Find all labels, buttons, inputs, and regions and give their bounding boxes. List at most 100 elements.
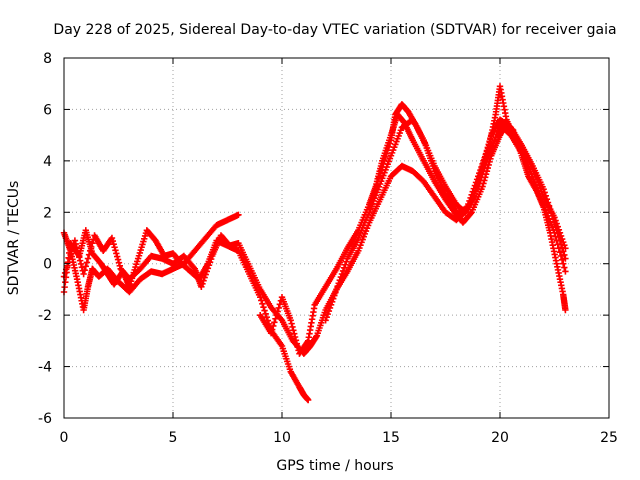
data-point [558,244,566,251]
data-point [261,307,268,314]
data-point [557,240,565,248]
data-point [116,262,124,269]
data-point [330,295,337,302]
data-point [340,264,348,272]
data-point [486,138,493,145]
data-point [481,174,489,181]
data-point [66,255,73,262]
chart-title: Day 228 of 2025, Sidereal Day-to-day VTE… [53,22,616,38]
data-point [268,326,276,333]
data-point [480,159,487,167]
data-point [271,319,278,326]
series-track-f [366,116,569,262]
data-point [109,237,117,245]
data-point [206,258,214,266]
data-point [74,247,81,254]
data-point [562,306,569,314]
data-point [291,330,298,337]
data-point [485,161,492,169]
y-axis-label: SDTVAR / TECUs [6,181,22,296]
data-point [235,211,242,219]
data-point [343,258,350,265]
data-point [541,189,548,196]
data-point [304,338,311,346]
data-point [481,177,488,184]
data-point [84,255,92,262]
data-point [294,343,301,351]
data-point [487,155,494,162]
data-point [115,259,123,266]
data-point [291,333,299,341]
data-point [81,266,88,274]
data-point [561,264,568,271]
data-point [113,250,120,257]
y-tick-label: -4 [38,360,52,376]
series-track-e [322,101,569,324]
data-point [80,270,87,278]
data-point [382,153,389,161]
data-point [77,260,85,268]
data-point [558,256,566,264]
data-point [339,267,347,275]
data-point [272,315,279,322]
data-point [304,396,312,404]
data-point [333,286,340,293]
data-point [551,219,558,226]
data-point [75,250,82,258]
data-point [552,222,559,230]
data-point [481,153,489,160]
data-point [479,162,486,170]
data-point [473,184,480,191]
data-point [76,254,83,261]
data-point [205,262,213,269]
data-point [277,315,285,323]
data-point [542,192,549,200]
data-point [386,140,394,147]
data-point [73,244,80,251]
data-point [327,301,335,309]
data-point [475,175,483,182]
y-tick-label: 4 [43,154,52,170]
data-point [482,150,490,157]
data-point [323,314,330,321]
data-point [383,150,390,157]
x-tick-label: 5 [169,430,178,446]
data-point [478,165,485,173]
series-track-c [60,121,569,357]
data-point [72,240,79,248]
data-point [110,240,117,248]
data-point [472,187,479,194]
y-tick-label: 2 [43,205,52,221]
data-point [273,311,280,319]
data-point [560,260,567,267]
data-point [550,216,557,223]
data-point [108,234,116,242]
data-point [376,170,384,177]
data-point [540,185,547,193]
data-point [89,239,96,247]
data-point [67,251,74,259]
data-point [480,180,487,187]
data-point [68,248,75,255]
data-point [476,172,484,179]
data-point [467,210,474,217]
data-point [485,141,492,148]
data-point [200,277,207,284]
data-point [203,268,210,275]
data-point [263,314,270,321]
data-point [555,233,563,241]
data-point [471,190,478,197]
data-point [289,323,296,331]
x-tick-label: 0 [60,430,69,446]
data-point [111,244,118,251]
data-point [114,256,122,263]
axis-ticks: 0 5 10 15 20 25 -6 -4 -2 0 2 4 6 8 [38,51,618,446]
x-axis-label: GPS time / hours [276,458,393,474]
plot-frame [63,57,610,419]
data-point [557,252,565,260]
data-point [562,255,569,262]
data-point [82,263,89,270]
data-point [546,206,554,213]
data-point [337,273,345,281]
